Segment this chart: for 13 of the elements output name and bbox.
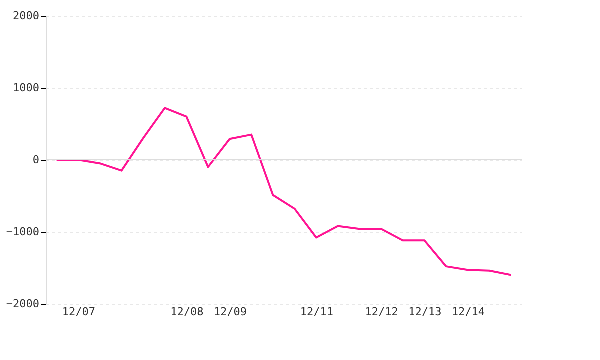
y-tick-label: −2000 <box>6 298 40 310</box>
x-tick-label: 12/14 <box>452 306 486 318</box>
line-series <box>56 107 512 276</box>
y-tick-label: −1000 <box>6 226 40 238</box>
x-tick-label: 12/13 <box>408 306 442 318</box>
x-tick-label: 12/11 <box>300 306 334 318</box>
x-tick-label: 12/09 <box>214 306 247 318</box>
y-tick-label: 2000 <box>13 10 40 22</box>
y-tick-label: 0 <box>32 154 40 166</box>
x-tick-label: 12/08 <box>170 306 204 318</box>
x-tick-label: 12/07 <box>62 306 96 318</box>
x-tick-label: 12/12 <box>365 306 398 318</box>
y-tick-label: 1000 <box>13 82 40 94</box>
